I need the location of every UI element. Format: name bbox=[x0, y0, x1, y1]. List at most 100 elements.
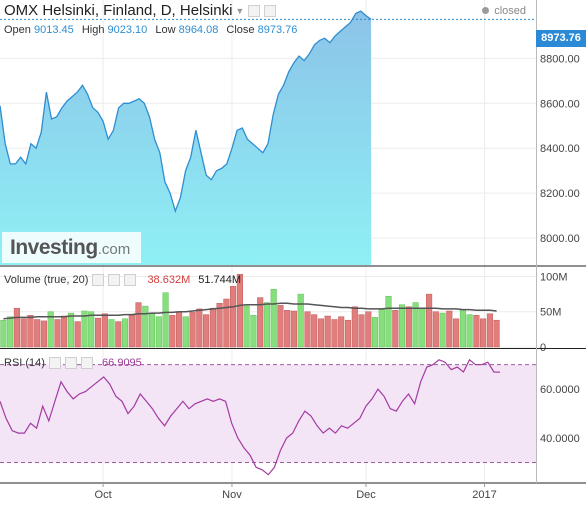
volume-bar[interactable] bbox=[203, 314, 210, 348]
volume-bar[interactable] bbox=[365, 311, 372, 348]
volume-bar[interactable] bbox=[61, 315, 68, 348]
volume-bar[interactable] bbox=[284, 310, 291, 348]
volume-bar[interactable] bbox=[338, 316, 345, 348]
volume-bar[interactable] bbox=[331, 319, 338, 348]
volume-pane[interactable] bbox=[0, 274, 500, 348]
volume-bar[interactable] bbox=[223, 298, 230, 348]
high-label: High bbox=[81, 24, 105, 36]
volume-bar[interactable] bbox=[432, 311, 439, 348]
close-icon[interactable] bbox=[80, 357, 93, 370]
volume-bar[interactable] bbox=[453, 318, 460, 348]
volume-bar[interactable] bbox=[40, 320, 47, 348]
volume-bar[interactable] bbox=[459, 310, 466, 348]
volume-bar[interactable] bbox=[378, 309, 385, 348]
last-price-tag: 8973.76 bbox=[536, 30, 586, 47]
volume-bar[interactable] bbox=[108, 319, 115, 348]
volume-bar[interactable] bbox=[182, 316, 189, 348]
volume-bar[interactable] bbox=[67, 312, 75, 348]
volume-bar[interactable] bbox=[405, 306, 412, 348]
volume-bar[interactable] bbox=[94, 317, 102, 348]
volume-bar[interactable] bbox=[176, 311, 183, 348]
volume-bar[interactable] bbox=[250, 315, 257, 348]
price-tick-label: 8800.00 bbox=[540, 53, 580, 65]
volume-bar[interactable] bbox=[466, 314, 473, 348]
eye-icon[interactable] bbox=[48, 357, 61, 370]
volume-bar[interactable] bbox=[88, 311, 95, 348]
volume-bar[interactable] bbox=[351, 306, 358, 348]
volume-bar[interactable] bbox=[358, 314, 365, 348]
investing-logo: Investing.com bbox=[2, 232, 141, 263]
volume-bar[interactable] bbox=[27, 315, 34, 348]
volume-bar[interactable] bbox=[270, 288, 277, 348]
volume-bar[interactable] bbox=[324, 315, 331, 348]
volume-bar[interactable] bbox=[480, 318, 487, 348]
volume-bar[interactable] bbox=[162, 292, 169, 348]
volume-bar[interactable] bbox=[155, 316, 162, 348]
price-tick-label: 8400.00 bbox=[540, 143, 580, 155]
volume-bar[interactable] bbox=[311, 314, 318, 348]
volume-bar[interactable] bbox=[169, 315, 176, 348]
volume-bar[interactable] bbox=[486, 313, 493, 348]
chevron-down-icon[interactable]: ▼ bbox=[235, 6, 245, 17]
rsi-line[interactable] bbox=[0, 358, 501, 476]
ohlc-readout: Open 9013.45 High 9023.10 Low 8964.08 Cl… bbox=[4, 24, 302, 36]
settings-icon[interactable] bbox=[64, 357, 77, 370]
volume-bar[interactable] bbox=[317, 318, 325, 348]
volume-bar[interactable] bbox=[426, 293, 433, 348]
volume-bar[interactable] bbox=[419, 307, 426, 348]
close-value: 8973.76 bbox=[257, 24, 298, 36]
eye-icon[interactable] bbox=[92, 274, 105, 287]
volume-bar[interactable] bbox=[7, 316, 14, 348]
high-value: 9023.10 bbox=[107, 24, 148, 36]
volume-bar[interactable] bbox=[344, 319, 352, 348]
volume-bar[interactable] bbox=[142, 305, 149, 348]
volume-bar[interactable] bbox=[115, 321, 122, 348]
volume-bar[interactable] bbox=[54, 319, 61, 348]
volume-bar[interactable] bbox=[236, 274, 243, 348]
volume-bar[interactable] bbox=[493, 319, 500, 348]
volume-bar[interactable] bbox=[101, 313, 108, 348]
volume-bar[interactable] bbox=[257, 297, 264, 348]
close-icon[interactable] bbox=[124, 274, 137, 287]
volume-bar[interactable] bbox=[243, 305, 250, 348]
volume-bar[interactable] bbox=[209, 307, 216, 348]
rsi-pane[interactable] bbox=[0, 358, 537, 476]
close-icon[interactable] bbox=[264, 5, 277, 18]
volume-bar[interactable] bbox=[47, 311, 54, 348]
volume-bar[interactable] bbox=[290, 310, 297, 348]
volume-bar[interactable] bbox=[196, 308, 203, 348]
volume-bar[interactable] bbox=[189, 312, 196, 348]
price-pane[interactable] bbox=[0, 10, 537, 266]
volume-bar[interactable] bbox=[216, 303, 223, 348]
volume-bar[interactable] bbox=[148, 313, 156, 348]
volume-bar[interactable] bbox=[230, 286, 237, 348]
volume-bar[interactable] bbox=[20, 318, 27, 348]
settings-icon[interactable] bbox=[248, 5, 261, 18]
volume-bar[interactable] bbox=[439, 312, 446, 348]
volume-bar[interactable] bbox=[81, 310, 88, 348]
volume-bar[interactable] bbox=[277, 305, 284, 348]
volume-bar[interactable] bbox=[412, 302, 419, 348]
volume-bar[interactable] bbox=[135, 302, 142, 348]
volume-bar[interactable] bbox=[398, 304, 406, 348]
volume-bar[interactable] bbox=[371, 317, 379, 348]
price-line[interactable] bbox=[0, 10, 372, 214]
settings-icon[interactable] bbox=[108, 274, 121, 287]
volume-legend[interactable]: Volume (true, 20) 38.632M 51.744M bbox=[4, 274, 241, 287]
market-status: closed bbox=[482, 5, 526, 17]
volume-bar[interactable] bbox=[392, 310, 399, 348]
volume-bar[interactable] bbox=[13, 307, 20, 348]
volume-bar[interactable] bbox=[473, 315, 480, 348]
volume-bar[interactable] bbox=[446, 310, 453, 348]
volume-bar[interactable] bbox=[34, 319, 41, 348]
volume-bar[interactable] bbox=[128, 315, 135, 348]
volume-bar[interactable] bbox=[297, 293, 304, 348]
volume-bar[interactable] bbox=[0, 319, 7, 348]
rsi-legend[interactable]: RSI (14) 66.9095 bbox=[4, 357, 142, 370]
volume-ma-line[interactable] bbox=[3, 302, 497, 320]
volume-bar[interactable] bbox=[304, 311, 311, 348]
volume-bar[interactable] bbox=[385, 295, 392, 348]
volume-bar[interactable] bbox=[74, 321, 81, 348]
volume-bar[interactable] bbox=[121, 318, 129, 348]
volume-bar[interactable] bbox=[263, 302, 270, 348]
